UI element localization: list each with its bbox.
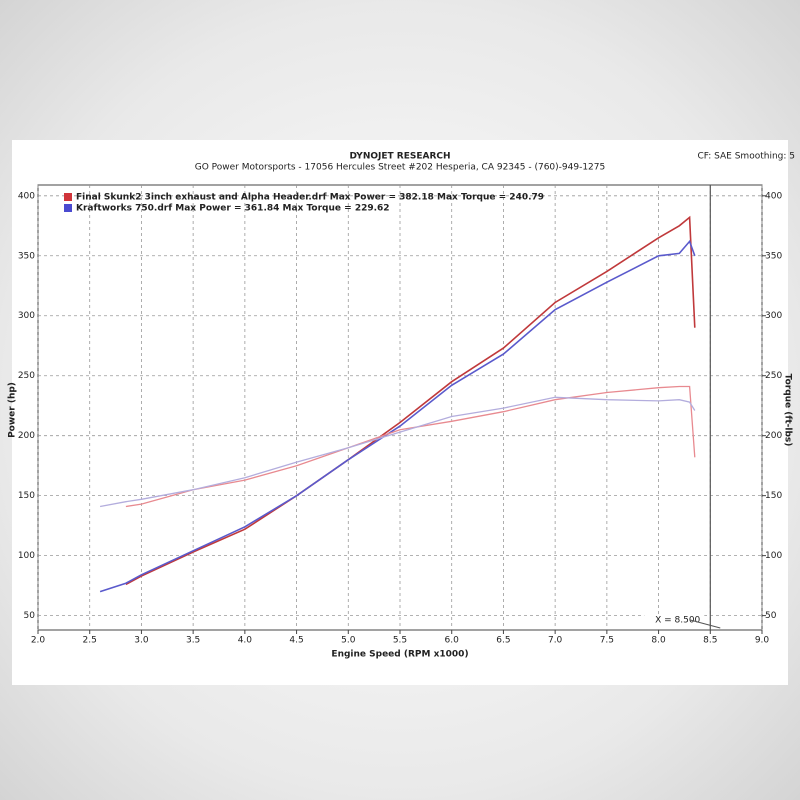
y2-tick-label: 250 [765,371,782,381]
x-tick-label: 9.0 [755,636,770,646]
y2-tick-label: 400 [765,191,782,201]
cursor-label-box [644,614,705,626]
y-tick-label: 350 [18,251,35,261]
x-tick-label: 2.0 [31,636,46,646]
x-tick-label: 7.0 [548,636,563,646]
y2-tick-label: 100 [765,551,782,561]
legend-swatch [64,193,72,201]
y-tick-label: 150 [18,491,35,501]
y-axis-label: Power (hp) [8,382,18,438]
x-tick-label: 3.0 [134,636,149,646]
series-line [125,385,696,508]
y2-tick-label: 350 [765,251,782,261]
y-tick-label: 50 [24,611,36,621]
y-tick-label: 400 [18,191,35,201]
legend-entry: Kraftworks 750.drf Max Power = 361.84 Ma… [76,204,390,214]
cursor-pointer [690,619,721,629]
x-tick-label: 5.0 [341,636,356,646]
legend-swatch [64,204,72,212]
series-line [99,396,696,508]
y2-tick-label: 200 [765,431,782,441]
x-tick-label: 8.5 [703,636,717,646]
x-tick-label: 8.0 [651,636,666,646]
cursor-label: X = 8.500 [655,616,700,626]
chart-subtitle: GO Power Motorsports - 17056 Hercules St… [195,163,605,173]
legend-entry: Final Skunk2 3inch exhaust and Alpha Hea… [76,193,544,203]
y2-tick-label: 150 [765,491,782,501]
chart-title: DYNOJET RESEARCH [349,152,450,162]
x-tick-label: 6.0 [445,636,460,646]
x-tick-label: 4.0 [238,636,253,646]
x-tick-label: 4.5 [289,636,303,646]
settings-text: CF: SAE Smoothing: 5 [697,152,795,162]
y-tick-label: 300 [18,311,35,321]
series-line [125,215,696,586]
x-tick-label: 3.5 [186,636,200,646]
y2-tick-label: 50 [765,611,777,621]
y2-axis-label: Torque (ft-lbs) [783,374,793,447]
y-tick-label: 250 [18,371,35,381]
series-line [99,239,696,593]
y-tick-label: 100 [18,551,35,561]
x-tick-label: 2.5 [83,636,97,646]
x-tick-label: 7.5 [600,636,614,646]
x-tick-label: 5.5 [393,636,407,646]
x-axis-label: Engine Speed (RPM x1000) [331,650,468,660]
x-tick-label: 6.5 [496,636,510,646]
y-tick-label: 200 [18,431,35,441]
y2-tick-label: 300 [765,311,782,321]
